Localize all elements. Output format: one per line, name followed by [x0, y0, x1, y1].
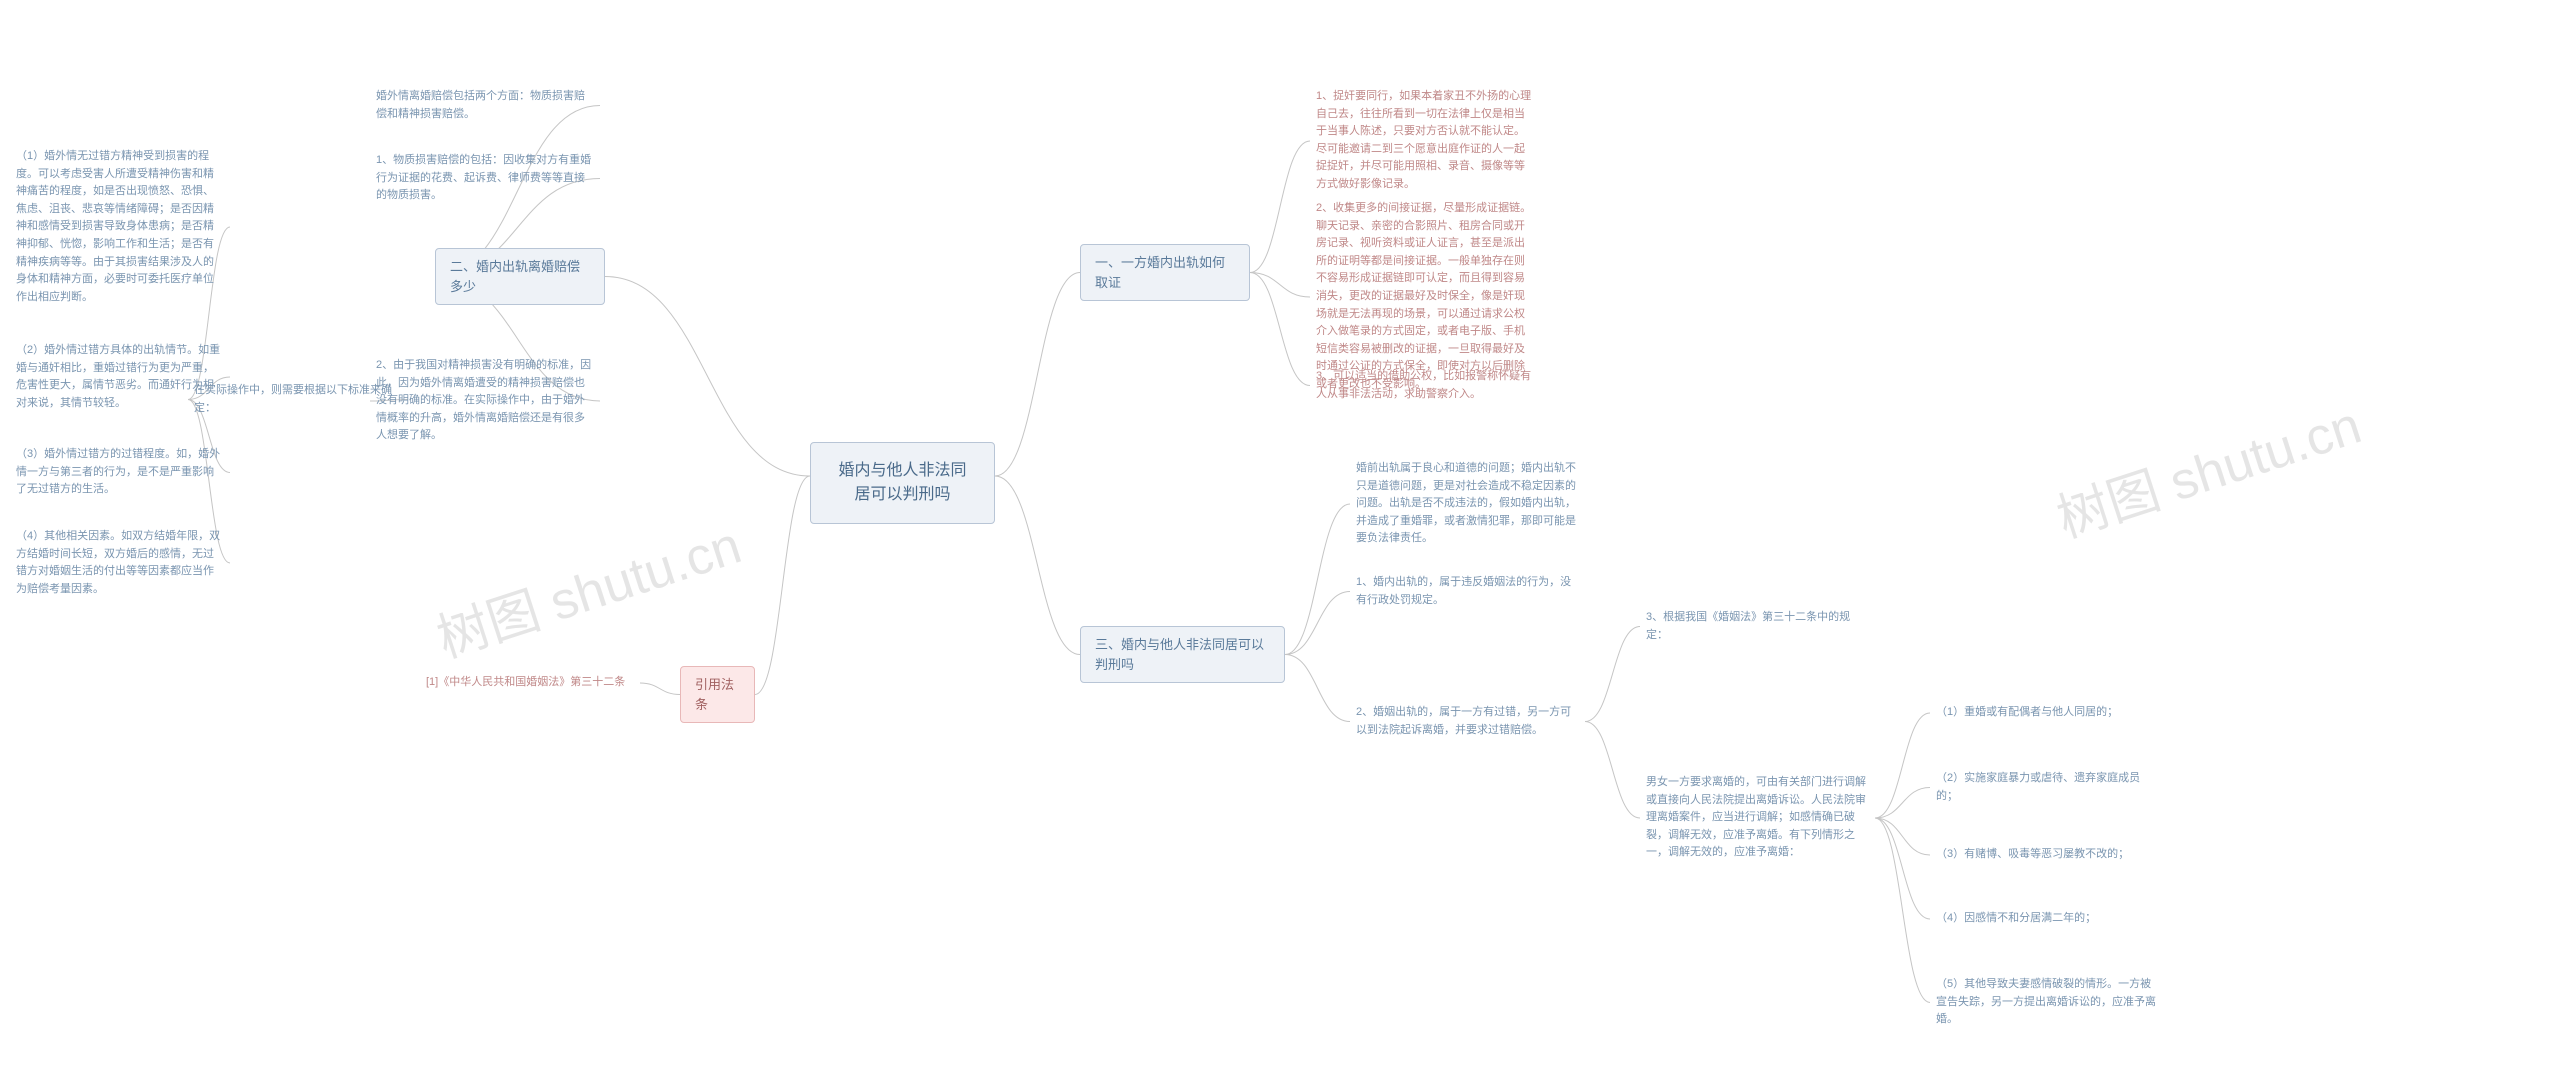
node-b2[interactable]: 二、婚内出轨离婚赔偿多少 — [435, 248, 605, 305]
watermark: 树图 shutu.cn — [426, 503, 749, 672]
node-b3-2-2: 男女一方要求离婚的，可由有关部门进行调解或直接向人民法院提出离婚诉讼。人民法院审… — [1640, 770, 1875, 866]
node-b1-1: 1、捉奸要同行，如果本着家丑不外扬的心理自己去，往往所看到一切在法律上仅是相当于… — [1310, 84, 1540, 198]
node-b2-3s-3: （3）婚外情过错方的过错程度。如，婚外情一方与第三者的行为，是不是严重影响了无过… — [10, 442, 230, 503]
node-b2-3s-4: （4）其他相关因素。如双方结婚年限，双方结婚时间长短，双方婚后的感情，无过错方对… — [10, 524, 230, 602]
watermark: 树图 shutu.cn — [2046, 383, 2369, 552]
node-b3-0: 婚前出轨属于良心和道德的问题；婚内出轨不只是道德问题，更是对社会造成不稳定因素的… — [1350, 456, 1585, 552]
root-node[interactable]: 婚内与他人非法同居可以判刑吗 — [810, 442, 995, 524]
node-b3-2-2-1: （1）重婚或有配偶者与他人同居的； — [1930, 700, 2160, 726]
node-b4-1: [1]《中华人民共和国婚姻法》第三十二条 — [420, 670, 640, 696]
node-b3[interactable]: 三、婚内与他人非法同居可以判刑吗 — [1080, 626, 1285, 683]
node-b2-3s-2: （2）婚外情过错方具体的出轨情节。如重婚与通奸相比，重婚过错行为更为严重，危害性… — [10, 338, 230, 416]
node-b3-2-2-2: （2）实施家庭暴力或虐待、遗弃家庭成员的； — [1930, 766, 2165, 809]
node-b2-3s-1: （1）婚外情无过错方精神受到损害的程度。可以考虑受害人所遭受精神伤害和精神痛苦的… — [10, 144, 230, 310]
node-b3-2-2-3: （3）有赌博、吸毒等恶习屡教不改的； — [1930, 842, 2165, 868]
node-b3-1: 1、婚内出轨的，属于违反婚姻法的行为，没有行政处罚规定。 — [1350, 570, 1580, 613]
node-b3-2: 2、婚姻出轨的，属于一方有过错，另一方可以到法院起诉离婚，并要求过错赔偿。 — [1350, 700, 1585, 743]
node-b3-2-2-4: （4）因感情不和分居满二年的； — [1930, 906, 2165, 932]
node-b2-2: 1、物质损害赔偿的包括：因收集对方有重婚行为证据的花费、起诉费、律师费等等直接的… — [370, 148, 600, 209]
node-b4[interactable]: 引用法条 — [680, 666, 755, 723]
node-b1-3: 3、可以适当的借助公权，比如报警称怀疑有人从事非法活动，求助警察介入。 — [1310, 364, 1540, 407]
node-b3-2-2-5: （5）其他导致夫妻感情破裂的情形。一方被宣告失踪，另一方提出离婚诉讼的，应准予离… — [1930, 972, 2165, 1033]
node-b3-2-1: 3、根据我国《婚姻法》第三十二条中的规定： — [1640, 605, 1875, 648]
node-b2-1: 婚外情离婚赔偿包括两个方面：物质损害赔偿和精神损害赔偿。 — [370, 84, 600, 127]
node-b1[interactable]: 一、一方婚内出轨如何取证 — [1080, 244, 1250, 301]
